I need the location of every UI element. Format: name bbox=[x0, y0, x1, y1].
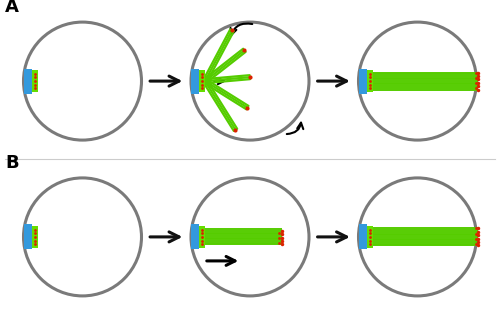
Bar bbox=[24, 69, 32, 93]
Bar bbox=[32, 70, 38, 92]
Bar bbox=[358, 69, 366, 93]
Bar bbox=[199, 70, 205, 92]
Bar bbox=[191, 225, 199, 249]
Bar bbox=[366, 226, 372, 248]
Bar bbox=[366, 70, 372, 92]
Bar bbox=[24, 225, 32, 249]
Bar bbox=[191, 69, 199, 93]
Bar bbox=[32, 226, 38, 248]
Text: B: B bbox=[5, 154, 18, 172]
Bar bbox=[358, 225, 366, 249]
Bar bbox=[199, 226, 205, 248]
Text: A: A bbox=[5, 0, 19, 16]
